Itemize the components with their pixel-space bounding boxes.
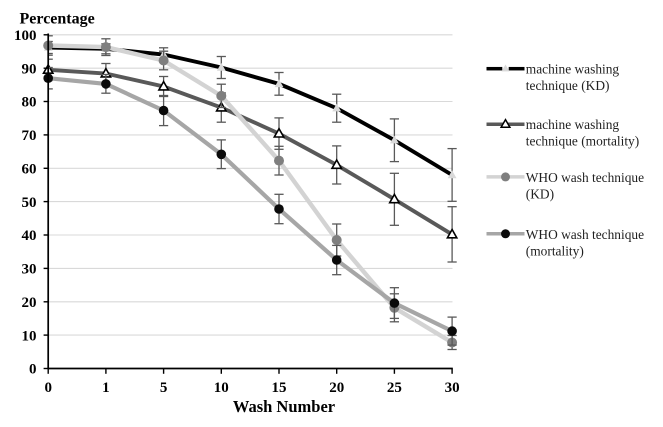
svg-text:technique (mortality): technique (mortality)	[526, 134, 639, 149]
svg-text:0: 0	[29, 362, 37, 378]
svg-text:Wash Number: Wash Number	[233, 397, 335, 416]
svg-text:(mortality): (mortality)	[526, 243, 584, 258]
svg-text:0: 0	[44, 380, 52, 396]
svg-text:30: 30	[445, 380, 460, 396]
svg-text:15: 15	[272, 380, 287, 396]
svg-text:70: 70	[22, 128, 37, 144]
svg-text:30: 30	[22, 262, 37, 278]
svg-text:90: 90	[22, 61, 37, 77]
svg-text:WHO wash technique: WHO wash technique	[526, 170, 644, 185]
svg-text:40: 40	[22, 228, 37, 244]
svg-text:machine washing: machine washing	[526, 117, 620, 132]
svg-text:25: 25	[387, 380, 402, 396]
svg-text:60: 60	[22, 162, 37, 178]
svg-text:50: 50	[22, 195, 37, 211]
svg-text:WHO wash technique: WHO wash technique	[526, 227, 644, 242]
svg-text:20: 20	[329, 380, 344, 396]
svg-text:machine washing: machine washing	[526, 62, 620, 77]
svg-text:100: 100	[14, 28, 37, 44]
svg-text:5: 5	[160, 380, 168, 396]
svg-text:technique (KD): technique (KD)	[526, 78, 610, 93]
svg-text:1: 1	[102, 380, 110, 396]
svg-text:10: 10	[214, 380, 229, 396]
svg-text:(KD): (KD)	[526, 186, 554, 201]
svg-text:20: 20	[22, 295, 37, 311]
svg-text:Percentage: Percentage	[20, 11, 95, 28]
svg-text:10: 10	[22, 328, 37, 344]
svg-text:80: 80	[22, 95, 37, 111]
